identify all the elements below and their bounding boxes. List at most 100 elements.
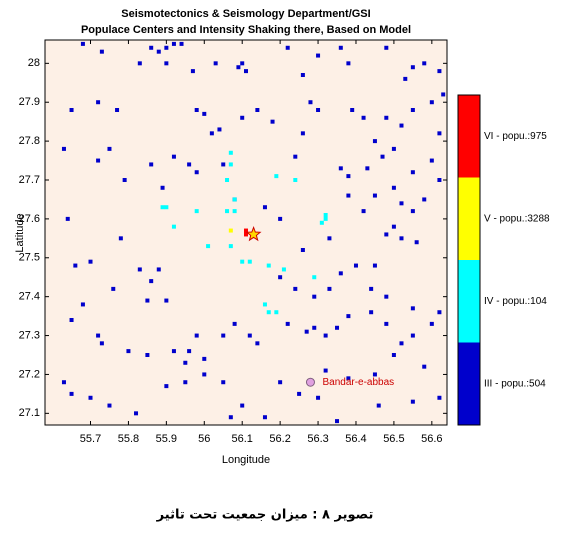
data-point <box>96 333 101 338</box>
data-point <box>274 174 279 179</box>
data-point <box>323 333 328 338</box>
data-point <box>262 415 267 420</box>
data-point <box>118 236 123 241</box>
plot-frame <box>44 39 448 426</box>
data-point <box>410 306 415 311</box>
data-point <box>96 158 101 163</box>
colorbar-label: VI - popu.:975 <box>484 131 547 142</box>
data-point <box>149 45 154 50</box>
data-point <box>278 380 283 385</box>
data-point <box>240 61 245 66</box>
data-point <box>327 236 332 241</box>
y-tick-label: 27.8 <box>19 135 40 147</box>
data-point <box>202 372 207 377</box>
y-tick-label: 27.4 <box>19 291 40 303</box>
data-point <box>80 302 85 307</box>
data-point <box>293 154 298 159</box>
x-tick-label: 56.6 <box>421 433 442 445</box>
colorbar-label: III - popu.:504 <box>484 378 546 389</box>
data-point <box>228 415 233 420</box>
data-point <box>403 76 408 81</box>
data-point <box>225 209 230 214</box>
data-point <box>327 286 332 291</box>
data-point <box>384 45 389 50</box>
data-point <box>274 310 279 315</box>
x-tick-label: 56 <box>198 433 210 445</box>
data-point <box>232 209 237 214</box>
data-point <box>202 356 207 361</box>
data-point <box>346 193 351 198</box>
data-point <box>137 61 142 66</box>
data-point <box>80 41 85 46</box>
data-point <box>221 162 226 167</box>
chart-subtitle: Populace Centers and Intensity Shaking t… <box>81 24 411 36</box>
data-point <box>369 310 374 315</box>
data-point <box>164 384 169 389</box>
data-point <box>384 294 389 299</box>
data-point <box>183 360 188 365</box>
data-point <box>410 333 415 338</box>
y-tick-label: 27.9 <box>19 96 40 108</box>
data-point <box>346 314 351 319</box>
data-point <box>111 286 116 291</box>
x-tick-label: 56.5 <box>383 433 404 445</box>
data-point <box>126 349 131 354</box>
data-point <box>145 298 150 303</box>
data-point <box>372 263 377 268</box>
city-marker <box>305 377 315 387</box>
data-point <box>422 61 427 66</box>
data-point <box>225 178 230 182</box>
data-point <box>323 368 328 373</box>
data-point <box>346 174 351 179</box>
data-point <box>73 263 78 268</box>
data-point <box>187 349 192 354</box>
data-point <box>316 108 321 112</box>
data-point <box>107 146 112 151</box>
data-point <box>107 403 112 408</box>
data-point <box>338 45 343 50</box>
data-point <box>262 205 267 210</box>
data-point <box>369 286 374 291</box>
data-point <box>65 216 70 221</box>
data-point <box>312 275 317 280</box>
data-point <box>316 53 321 58</box>
chart-title: Seismotectonics & Seismology Department/… <box>121 8 370 20</box>
data-point <box>156 49 161 54</box>
data-point <box>194 333 199 338</box>
data-point <box>171 154 176 159</box>
y-tick-label: 27.1 <box>19 407 40 419</box>
epicenter <box>245 225 262 242</box>
data-point <box>384 115 389 120</box>
data-point <box>300 73 305 77</box>
colorbar-label: IV - popu.:104 <box>484 296 547 307</box>
data-point <box>316 395 321 400</box>
x-tick-label: 56.3 <box>307 433 328 445</box>
data-point <box>391 146 396 151</box>
data-point <box>99 49 104 54</box>
data-point <box>293 286 298 291</box>
data-point <box>255 341 260 346</box>
data-point <box>323 213 328 217</box>
data-point <box>240 115 245 120</box>
data-point <box>399 123 404 128</box>
data-point <box>171 349 176 354</box>
data-point <box>247 333 252 338</box>
data-point <box>437 178 442 182</box>
data-point <box>391 185 396 190</box>
data-point <box>437 131 442 136</box>
data-point <box>247 259 252 264</box>
data-point <box>96 100 101 105</box>
data-point <box>297 391 302 396</box>
y-tick-label: 27.5 <box>19 252 40 264</box>
data-point <box>236 65 241 70</box>
data-point <box>134 411 139 416</box>
data-point <box>380 154 385 159</box>
figure-caption: تصویر ۸ : میزان جمعیت تحت تاثیر <box>156 508 374 523</box>
data-point <box>194 209 199 214</box>
data-point <box>285 321 290 326</box>
data-point <box>285 45 290 50</box>
data-point <box>350 108 355 112</box>
data-point <box>228 244 233 249</box>
data-point <box>304 329 309 334</box>
colorbar-frame <box>457 94 481 426</box>
